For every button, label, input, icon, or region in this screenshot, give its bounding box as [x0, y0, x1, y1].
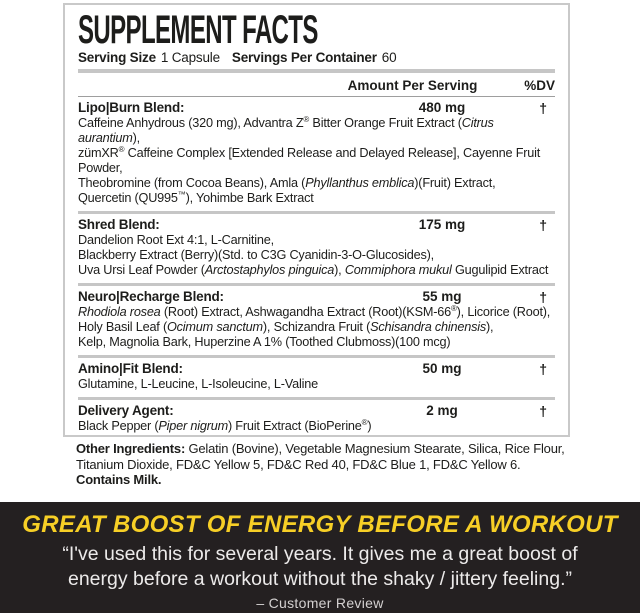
blend-dv: †	[539, 289, 547, 305]
serving-info-row: Serving Size 1 Capsule Servings Per Cont…	[78, 50, 555, 65]
blend-ingredients: Glutamine, L-Leucine, L-Isoleucine, L-Va…	[78, 377, 318, 391]
supplement-facts-title: SUPPLEMENT FACTS	[78, 8, 318, 52]
banner-quote-line-1: “I've used this for several years. It gi…	[62, 543, 578, 565]
blend-row: Delivery Agent: 2 mg † Black Pepper (Pip…	[78, 400, 555, 435]
blend-ingredients: Rhodiola rosea (Root) Extract, Ashwagand…	[78, 303, 551, 349]
blend-row: Amino|Fit Blend: 50 mg † Glutamine, L-Le…	[78, 358, 555, 400]
banner-quote-line-2: energy before a workout without the shak…	[67, 568, 572, 590]
blend-dv: †	[539, 217, 547, 233]
serving-size-label: Serving Size	[78, 50, 156, 65]
blend-amount: 480 mg	[418, 100, 466, 115]
blend-amount: 50 mg	[422, 361, 462, 376]
banner-quote: “I've used this for several years. It gi…	[0, 542, 640, 592]
blend-dv: †	[539, 403, 547, 419]
banner-headline: GREAT BOOST OF ENERGY BEFORE A WORKOUT	[22, 511, 618, 538]
column-header-row: Amount Per Serving %DV	[78, 73, 555, 96]
blend-dv: †	[539, 361, 547, 377]
blend-name: Shred Blend:	[78, 217, 160, 232]
blend-dv: †	[539, 100, 547, 116]
dv-header: %DV	[524, 78, 555, 93]
serving-size-value: 1 Capsule	[160, 50, 220, 65]
other-ingredients: Other Ingredients: Gelatin (Bovine), Veg…	[76, 441, 565, 487]
blend-name: Amino|Fit Blend:	[78, 361, 183, 376]
blend-row: Shred Blend: 175 mg † Dandelion Root Ext…	[78, 214, 555, 286]
servings-per-container-value: 60	[381, 50, 397, 65]
header-rule	[78, 96, 555, 97]
blend-ingredients: Black Pepper (Piper nigrum) Fruit Extrac…	[78, 417, 372, 433]
separator-bar	[78, 69, 555, 73]
blend-amount: 175 mg	[418, 217, 466, 232]
servings-per-container-label: Servings Per Container	[231, 50, 377, 65]
review-banner: GREAT BOOST OF ENERGY BEFORE A WORKOUT “…	[0, 502, 640, 613]
amount-per-serving-header: Amount Per Serving	[347, 78, 478, 93]
blend-ingredients: Dandelion Root Ext 4:1, L-Carnitine, Blac…	[78, 233, 549, 277]
blend-amount: 2 mg	[426, 403, 458, 418]
blend-ingredients: Caffeine Anhydrous (320 mg), Advantra Z®…	[78, 114, 541, 205]
blend-row: Neuro|Recharge Blend: 55 mg † Rhodiola r…	[78, 286, 555, 358]
blend-name: Delivery Agent:	[78, 403, 174, 418]
supplement-facts-panel: SUPPLEMENT FACTS Serving Size 1 Capsule …	[63, 3, 570, 437]
blend-row: Lipo|Burn Blend: 480 mg † Caffeine Anhyd…	[78, 97, 555, 214]
banner-attribution: – Customer Review	[256, 595, 384, 611]
blend-name: Lipo|Burn Blend:	[78, 100, 185, 115]
blend-amount: 55 mg	[422, 289, 462, 304]
blend-rows: Lipo|Burn Blend: 480 mg † Caffeine Anhyd…	[78, 97, 555, 435]
blend-name: Neuro|Recharge Blend:	[78, 289, 224, 304]
